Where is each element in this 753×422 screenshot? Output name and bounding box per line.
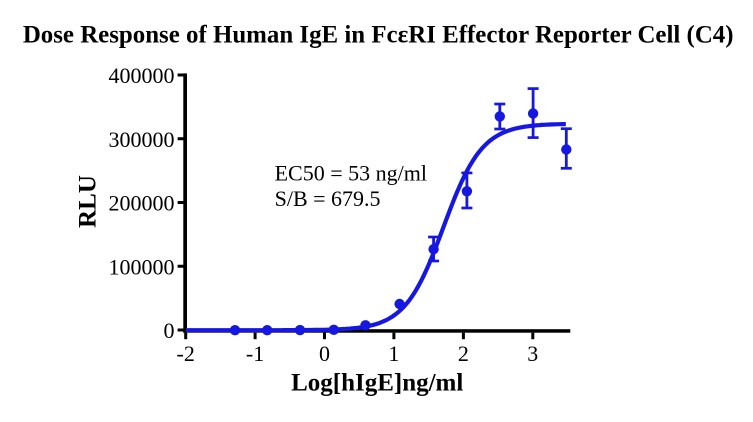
svg-text:Dose Response of Human IgE in: Dose Response of Human IgE in FcεRI Effe… bbox=[23, 22, 734, 49]
svg-text:-2: -2 bbox=[177, 341, 195, 366]
svg-text:1: 1 bbox=[388, 341, 399, 366]
svg-text:3: 3 bbox=[527, 341, 538, 366]
svg-text:S/B = 679.5: S/B = 679.5 bbox=[275, 186, 381, 211]
svg-text:0: 0 bbox=[319, 341, 330, 366]
svg-text:400000: 400000 bbox=[109, 63, 175, 88]
svg-text:100000: 100000 bbox=[109, 254, 175, 279]
svg-text:EC50 = 53 ng/ml: EC50 = 53 ng/ml bbox=[275, 161, 427, 186]
svg-text:200000: 200000 bbox=[109, 191, 175, 216]
svg-text:2: 2 bbox=[458, 341, 469, 366]
svg-text:300000: 300000 bbox=[109, 127, 175, 152]
svg-text:RLU: RLU bbox=[75, 175, 102, 228]
svg-text:Log[hIgE]ng/ml: Log[hIgE]ng/ml bbox=[291, 370, 463, 397]
svg-text:0: 0 bbox=[164, 318, 175, 343]
svg-text:-1: -1 bbox=[246, 341, 264, 366]
